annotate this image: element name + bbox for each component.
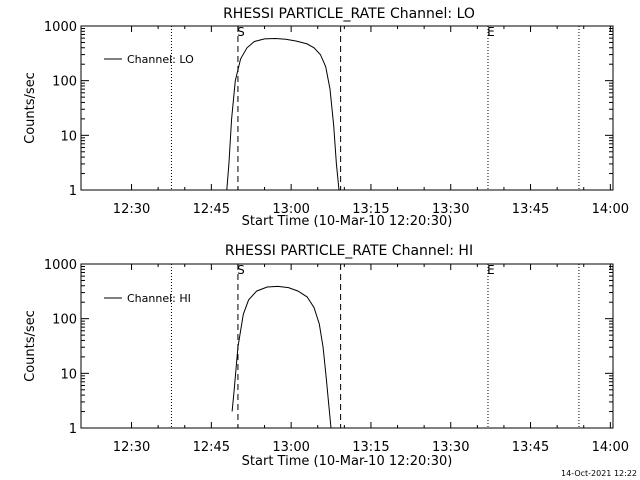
y-tick-label: 10 xyxy=(60,129,77,144)
series-line-channel-hi xyxy=(231,285,332,429)
x-ticks: 12:30 12:45 13:00 13:15 13:30 13:45 14:00 xyxy=(113,26,629,217)
x-tick-label: 13:00 xyxy=(272,440,309,455)
x-tick-label: 12:45 xyxy=(193,202,230,217)
x-tick-label: 12:45 xyxy=(193,440,230,455)
y-tick-label: 100 xyxy=(52,313,77,328)
x-tick-label: 13:45 xyxy=(512,202,549,217)
y-tick-label: 10 xyxy=(60,367,77,382)
x-tick-label: 13:30 xyxy=(432,440,469,455)
y-tick-label: 1 xyxy=(69,422,77,437)
x-tick-label: 12:30 xyxy=(113,202,150,217)
marker-label-S: S xyxy=(237,25,245,39)
marker-label-E: E xyxy=(487,263,495,277)
x-tick-label: 13:30 xyxy=(432,202,469,217)
x-ticks: 12:30 12:45 13:00 13:15 13:30 13:45 14:00 xyxy=(113,264,629,455)
y-ticks: 1 10 100 1000 xyxy=(44,20,613,199)
plot-frame xyxy=(80,263,614,429)
x-tick-label: 14:00 xyxy=(592,202,629,217)
x-tick-label: 13:15 xyxy=(352,202,389,217)
y-axis-label: Counts/sec xyxy=(23,72,38,144)
plot-frame xyxy=(80,25,614,191)
x-tick-label: 14:00 xyxy=(592,440,629,455)
marker-label-S: S xyxy=(237,263,245,277)
x-axis-label: Start Time (10-Mar-10 12:20:30) xyxy=(242,214,453,229)
marker-label-E: E xyxy=(487,25,495,39)
x-tick-label: 13:45 xyxy=(512,440,549,455)
x-tick-label: 12:30 xyxy=(113,440,150,455)
x-tick-label: 13:00 xyxy=(272,202,309,217)
y-tick-label: 1000 xyxy=(44,20,77,35)
legend-label: Channel: LO xyxy=(127,53,194,66)
y-tick-label: 100 xyxy=(52,75,77,90)
footer-timestamp: 14-Oct-2021 12:22 xyxy=(561,469,637,478)
chart-title: RHESSI PARTICLE_RATE Channel: LO xyxy=(223,6,475,22)
y-tick-label: 1 xyxy=(69,184,77,199)
y-tick-label: 1000 xyxy=(44,258,77,273)
legend-label: Channel: HI xyxy=(127,292,191,305)
panel-channel-hi: RHESSI PARTICLE_RATE Channel: HI Start T… xyxy=(23,243,629,469)
x-tick-label: 13:15 xyxy=(352,440,389,455)
y-ticks: 1 10 100 1000 xyxy=(44,258,613,437)
y-axis-label: Counts/sec xyxy=(23,310,38,382)
panel-channel-lo: RHESSI PARTICLE_RATE Channel: LO Start T… xyxy=(23,6,629,229)
series-line-channel-lo xyxy=(226,37,340,191)
chart-title: RHESSI PARTICLE_RATE Channel: HI xyxy=(225,243,473,259)
x-axis-label: Start Time (10-Mar-10 12:20:30) xyxy=(242,454,453,469)
